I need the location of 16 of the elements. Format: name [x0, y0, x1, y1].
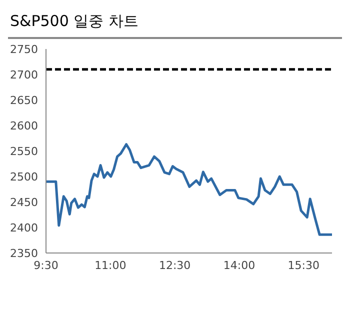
y-tick-label: 2500	[10, 170, 38, 184]
x-tick-label: 12:30	[158, 258, 191, 272]
y-tick-label: 2400	[10, 221, 38, 234]
x-tick-label: 9:30	[34, 258, 58, 272]
x-tick-label: 14:00	[223, 258, 256, 272]
x-tick-label: 11:00	[94, 258, 126, 272]
y-tick-label: 2350	[10, 246, 38, 260]
y-tick-label: 2600	[10, 119, 38, 132]
y-tick-label: 2650	[10, 94, 38, 107]
y-tick-label: 2550	[10, 144, 38, 158]
line-series	[46, 143, 332, 236]
chart-title: S&P500 일중 차트	[8, 8, 342, 39]
y-tick-label: 2450	[10, 196, 38, 209]
y-tick-label: 2700	[10, 68, 38, 82]
y-tick-label: 2750	[10, 42, 38, 56]
x-tick-label: 15:30	[288, 258, 320, 272]
